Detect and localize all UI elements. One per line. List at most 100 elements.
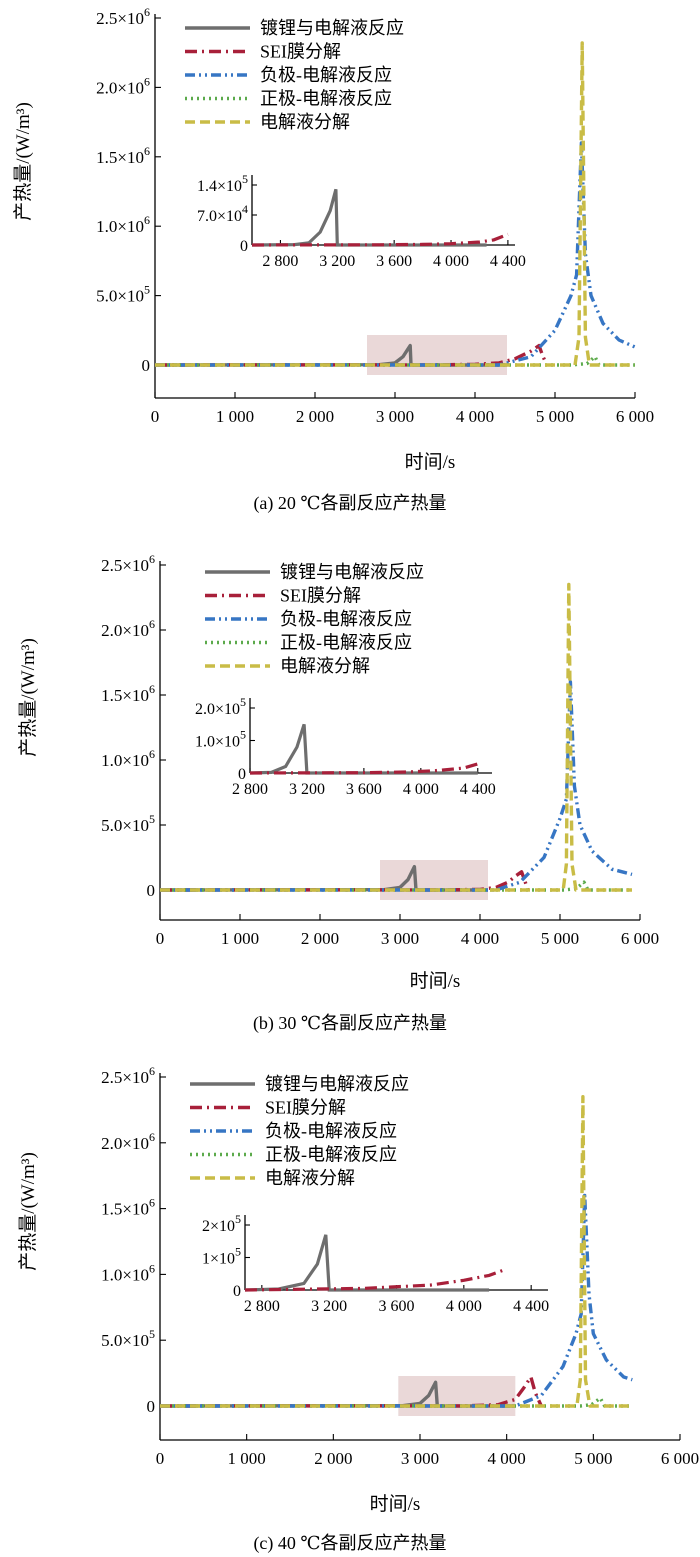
figure-caption: (b) 30 ℃各副反应产热量 xyxy=(253,1013,447,1034)
inset-y-tick-label: 0 xyxy=(240,238,248,255)
y-tick-label: 2.0×106 xyxy=(101,1130,155,1153)
inset-x-tick-label: 2 800 xyxy=(232,781,268,798)
y-tick-label: 2.0×106 xyxy=(96,74,150,97)
x-tick-label: 5 000 xyxy=(541,929,579,948)
inset-y-tick-label: 7.0×104 xyxy=(197,202,248,225)
y-tick-label: 0 xyxy=(147,881,156,900)
legend-label-anode: 负极-电解液反应 xyxy=(280,609,412,629)
inset-x-tick-label: 3 600 xyxy=(379,1298,415,1315)
y-tick-label: 1.0×106 xyxy=(96,213,150,236)
y-tick-label-mantissa: 1.0×10 xyxy=(96,217,144,236)
y-tick-label-exponent: 6 xyxy=(144,213,150,227)
legend-label-anode: 负极-电解液反应 xyxy=(265,1121,397,1141)
y-tick-label-mantissa: 1.5×10 xyxy=(101,686,149,705)
legend-label-sei: SEI膜分解 xyxy=(265,1098,346,1118)
y-tick-label: 2.0×106 xyxy=(101,617,155,640)
inset-y-tick-label-mantissa: 7.0×10 xyxy=(197,208,242,225)
inset-y-tick-label: 0 xyxy=(238,766,246,783)
y-tick-label-exponent: 5 xyxy=(144,283,150,297)
inset-y-tick-label-exponent: 4 xyxy=(242,202,248,216)
legend-label-sei: SEI膜分解 xyxy=(260,42,341,62)
inset-series-line-sei xyxy=(244,1268,504,1292)
inset-y-tick-label-mantissa: 2×10 xyxy=(202,1218,235,1235)
legend-label-cathode: 正极-电解液反应 xyxy=(280,633,412,653)
y-axis-label: 产热量/(W/m³) xyxy=(17,638,39,757)
y-tick-label-mantissa: 2.0×10 xyxy=(101,1134,149,1153)
inset-x-tick-label: 4 000 xyxy=(433,253,469,270)
y-tick-label: 2.5×106 xyxy=(96,5,150,28)
y-tick-label-exponent: 5 xyxy=(149,1327,155,1341)
legend-label-cathode: 正极-电解液反应 xyxy=(265,1145,397,1165)
x-tick-label: 1 000 xyxy=(221,929,259,948)
y-tick-label-mantissa: 0 xyxy=(142,356,151,375)
y-tick-label-mantissa: 5.0×10 xyxy=(101,816,149,835)
x-tick-label: 2 000 xyxy=(296,407,334,426)
y-tick-label-exponent: 6 xyxy=(144,5,150,19)
series-line-cathode xyxy=(160,880,632,892)
legend-label-sei: SEI膜分解 xyxy=(280,586,361,606)
inset-series-line-plating xyxy=(249,723,478,775)
inset-x-tick-label: 4 000 xyxy=(403,781,439,798)
inset-y-tick-label-mantissa: 0 xyxy=(240,238,248,255)
y-tick-label-exponent: 6 xyxy=(149,1064,155,1078)
y-tick-label-exponent: 6 xyxy=(149,1261,155,1275)
y-tick-label-mantissa: 1.0×10 xyxy=(101,1265,149,1284)
inset-x-tick-label: 4 400 xyxy=(513,1298,549,1315)
legend-label-anode: 负极-电解液反应 xyxy=(260,65,392,85)
legend-label-electrolyte: 电解液分解 xyxy=(280,656,370,676)
inset-x-tick-label: 4 000 xyxy=(446,1298,482,1315)
y-tick-label: 0 xyxy=(147,1397,156,1416)
inset-y-tick-label-exponent: 5 xyxy=(242,172,248,186)
x-tick-label: 4 000 xyxy=(488,1449,526,1468)
inset-y-tick-label-exponent: 5 xyxy=(235,1245,241,1259)
y-tick-label-mantissa: 5.0×10 xyxy=(101,1331,149,1350)
figure-caption: (a) 20 ℃各副反应产热量 xyxy=(253,493,446,514)
x-tick-label: 4 000 xyxy=(456,407,494,426)
inset-y-tick-label: 2.0×105 xyxy=(195,695,246,718)
x-tick-label: 6 000 xyxy=(616,407,654,426)
inset-y-tick-label-exponent: 5 xyxy=(240,695,246,709)
inset-y-tick-label-mantissa: 0 xyxy=(233,1283,241,1300)
y-tick-label-exponent: 6 xyxy=(149,1196,155,1210)
y-tick-label-mantissa: 2.5×10 xyxy=(101,1068,149,1087)
zoom-highlight-box xyxy=(380,860,488,900)
legend-label-plating: 镀锂与电解液反应 xyxy=(265,1074,409,1094)
y-tick-label-exponent: 6 xyxy=(149,617,155,631)
zoom-highlight-box xyxy=(398,1376,516,1416)
series-line-sei xyxy=(159,1375,543,1408)
series-line-anode xyxy=(155,141,636,367)
x-tick-label: 0 xyxy=(151,407,160,426)
y-tick-label: 2.5×106 xyxy=(101,1064,155,1087)
inset-y-tick-label-mantissa: 2.0×10 xyxy=(195,701,240,718)
inset-y-tick-label-mantissa: 1.0×10 xyxy=(195,734,240,751)
chart-panel-a: 0 1 000 2 000 3 000 4 000 5 000 6 000 0 5.0×105 1… xyxy=(12,5,654,514)
zoom-highlight-box xyxy=(367,335,507,375)
y-tick-label-exponent: 6 xyxy=(149,552,155,566)
y-tick-label-mantissa: 0 xyxy=(147,881,156,900)
y-tick-label: 5.0×105 xyxy=(96,283,150,306)
x-axis-label: 时间/s xyxy=(410,970,461,992)
x-tick-label: 5 000 xyxy=(536,407,574,426)
x-tick-label: 3 000 xyxy=(376,407,414,426)
inset-series-line-sei xyxy=(249,762,479,775)
inset-y-tick-label: 1×105 xyxy=(202,1245,241,1268)
inset-y-tick-label: 1.4×105 xyxy=(197,172,248,195)
legend-label-electrolyte: 电解液分解 xyxy=(265,1168,355,1188)
y-tick-label: 1.0×106 xyxy=(101,1261,155,1284)
y-tick-label-mantissa: 2.0×10 xyxy=(96,78,144,97)
x-tick-label: 6 000 xyxy=(661,1449,699,1468)
y-tick-label: 1.0×106 xyxy=(101,747,155,770)
series-line-electrolyte xyxy=(155,41,635,367)
x-axis-label: 时间/s xyxy=(405,451,456,473)
x-tick-label: 1 000 xyxy=(216,407,254,426)
y-tick-label: 1.5×106 xyxy=(101,1196,155,1219)
x-tick-label: 4 000 xyxy=(461,929,499,948)
legend-label-electrolyte: 电解液分解 xyxy=(260,112,350,132)
inset-y-tick-label-exponent: 5 xyxy=(235,1212,241,1226)
inset-x-tick-label: 4 400 xyxy=(490,253,526,270)
y-tick-label: 2.5×106 xyxy=(101,552,155,575)
